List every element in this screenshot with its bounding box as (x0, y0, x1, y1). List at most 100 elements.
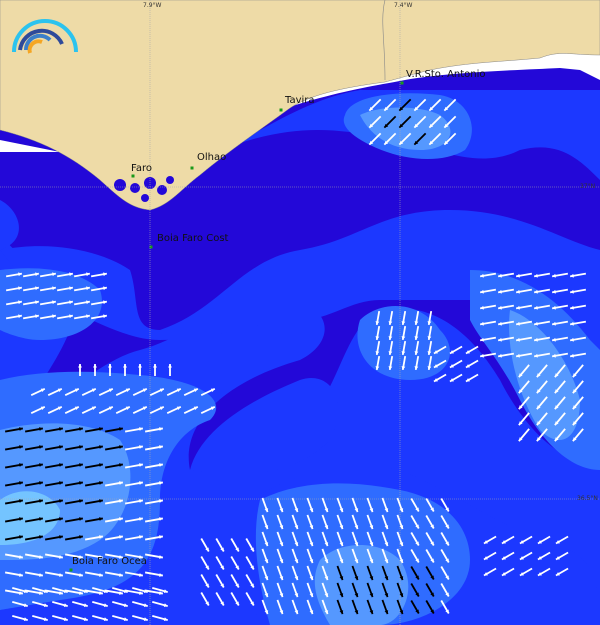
arrow-head (59, 427, 63, 431)
arrow-head (79, 427, 83, 431)
wave-arrow (401, 355, 407, 371)
wave-arrow (413, 115, 427, 129)
wave-arrow (569, 336, 587, 342)
wave-arrow (276, 514, 284, 530)
arrow-head (264, 593, 269, 598)
arrow-head (139, 555, 143, 559)
wave-arrow (396, 531, 404, 547)
wave-arrow (381, 599, 389, 615)
arrow-head (498, 321, 502, 326)
wave-arrow (366, 531, 374, 547)
wave-arrow (64, 427, 84, 433)
wave-arrow (132, 406, 148, 414)
wave-arrow (555, 551, 569, 561)
wave-arrow (52, 601, 68, 608)
arrow-head (554, 421, 559, 426)
wave-arrow (56, 272, 74, 278)
wave-arrow (483, 535, 497, 545)
arrow-head (18, 286, 22, 291)
wave-arrow (276, 582, 284, 598)
arrow-head (555, 540, 560, 544)
arrow-head (176, 388, 181, 393)
wave-arrow (4, 445, 24, 451)
arrow-head (279, 576, 284, 581)
arrow-head (552, 321, 556, 326)
arrow-head (74, 388, 79, 393)
wave-arrow (64, 499, 84, 505)
arrow-head (570, 337, 574, 342)
arrow-head (339, 576, 344, 581)
wave-arrow (93, 364, 97, 376)
wave-arrow (124, 535, 144, 541)
latitude-tick: 36.5°N (577, 495, 598, 502)
wave-arrow (24, 499, 44, 505)
arrow-head (138, 364, 142, 368)
wave-arrow (4, 589, 24, 595)
arrow-head (86, 314, 90, 319)
arrow-head (449, 364, 454, 368)
wave-arrow (554, 428, 566, 442)
wave-arrow (351, 599, 359, 615)
wave-arrow (366, 497, 374, 513)
wave-arrow (440, 532, 450, 546)
arrow-head (250, 601, 254, 606)
station-marker (149, 245, 153, 249)
arrow-head (483, 556, 488, 560)
wave-arrow (440, 549, 450, 563)
wave-arrow (200, 556, 210, 570)
wave-arrow (483, 551, 497, 561)
wave-arrow (428, 115, 442, 129)
station-marker (400, 81, 404, 85)
wave-arrow (64, 388, 80, 396)
wave-arrow (551, 272, 569, 278)
arrow-head (399, 610, 404, 615)
wave-arrow (44, 499, 64, 505)
wave-arrow (533, 320, 551, 326)
buoy-label-faro-ocean[interactable]: Boia Faro Ocea (72, 556, 147, 567)
wave-arrow (291, 565, 299, 581)
arrow-head (35, 314, 39, 319)
arrow-head (480, 305, 484, 310)
arrow-head (59, 517, 63, 521)
wave-arrow (479, 336, 497, 342)
wave-arrow (84, 535, 104, 541)
wave-arrow (32, 615, 48, 622)
wave-arrow (425, 566, 435, 580)
wave-arrow (30, 388, 46, 396)
wave-arrow (24, 517, 44, 523)
wave-arrow (433, 373, 447, 383)
arrow-head (430, 609, 434, 614)
arrow-head (570, 273, 574, 278)
wave-arrow (230, 538, 240, 552)
wave-arrow (383, 115, 397, 129)
wave-arrow (414, 355, 420, 371)
wave-arrow (44, 553, 64, 559)
arrow-head (119, 517, 123, 521)
arrow-head (518, 437, 523, 442)
wave-arrow (39, 272, 57, 278)
wave-arrow (497, 320, 515, 326)
wave-arrow (410, 583, 420, 597)
wave-arrow (261, 548, 269, 564)
wave-height-contour (357, 306, 450, 380)
arrow-head (309, 525, 314, 530)
buoy-label-faro-coast[interactable]: Boia Faro Cost (157, 233, 229, 244)
wave-arrow (321, 531, 329, 547)
wave-arrow (351, 531, 359, 547)
wave-arrow (306, 565, 314, 581)
wave-arrow (425, 583, 435, 597)
wave-arrow (388, 340, 394, 356)
arrow-head (294, 576, 299, 581)
wave-arrow (291, 531, 299, 547)
arrow-head (210, 406, 215, 411)
arrow-head (570, 353, 574, 358)
arrow-head (339, 593, 344, 598)
arrow-head (414, 321, 419, 325)
arrow-head (570, 321, 574, 326)
arrow-head (220, 601, 224, 606)
wave-arrow (569, 320, 587, 326)
wave-arrow (138, 364, 142, 376)
arrow-head (108, 364, 112, 368)
